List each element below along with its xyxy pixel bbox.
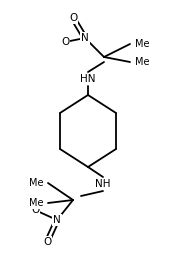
Text: NH: NH — [95, 179, 111, 189]
Text: Me: Me — [29, 198, 43, 208]
Text: HN: HN — [80, 74, 96, 84]
Text: O: O — [43, 237, 51, 247]
Text: Me: Me — [135, 57, 149, 67]
Text: N: N — [53, 215, 61, 225]
Text: N: N — [81, 33, 89, 43]
Text: O: O — [61, 37, 69, 47]
Text: O: O — [31, 205, 39, 215]
Text: Me: Me — [135, 39, 149, 49]
Text: O: O — [69, 13, 77, 23]
Text: Me: Me — [29, 178, 43, 188]
